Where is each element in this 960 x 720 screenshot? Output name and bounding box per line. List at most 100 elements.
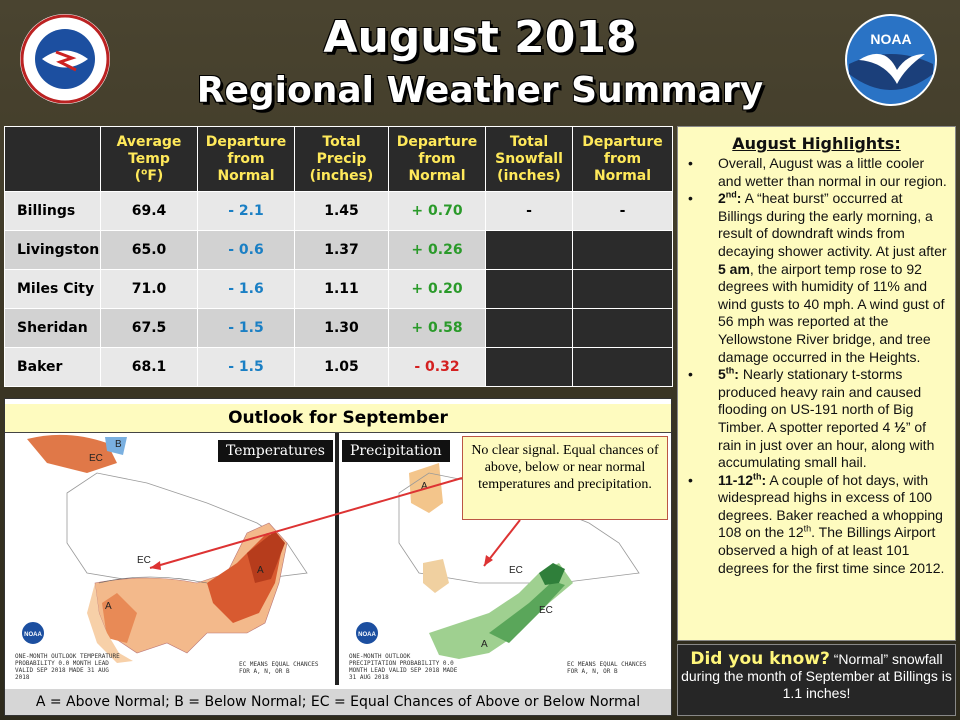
table-row: Miles City 71.0 - 1.6 1.11 + 0.20 [4, 269, 673, 309]
precip-departure-cell: + 0.20 [388, 269, 486, 309]
highlights-list: Overall, August was a little cooler and … [678, 155, 955, 577]
map-label-a: A [481, 639, 488, 650]
highlight-item: 2nd: A “heat burst” occurred at Billings… [688, 189, 947, 366]
map-label-ec: EC [137, 555, 151, 566]
map-label-b: B [115, 439, 122, 450]
snow-departure-cell [572, 269, 673, 309]
table-header-row: Average Temp (oF) Departure from Normal Tota… [4, 126, 673, 192]
table-row: Baker 68.1 - 1.5 1.05 - 0.32 [4, 347, 673, 387]
snow-departure-cell: - [572, 191, 673, 231]
snow-cell: - [485, 191, 573, 231]
snow-cell [485, 308, 573, 348]
map-ec-note: EC MEANS EQUAL CHANCES FOR A, N, OR B [567, 661, 647, 675]
header-total-precip: Total Precip (inches) [294, 126, 389, 192]
map-region [27, 434, 117, 473]
noaa-mini-logo-text: NOAA [358, 632, 376, 638]
did-you-know-label: Did you know? [690, 649, 830, 669]
map-region [539, 563, 565, 585]
precipitation-map-label: Precipitation [342, 440, 450, 462]
highlight-text: , the airport temp rose to 92 degrees wi… [718, 260, 945, 365]
noaa-logo-text: NOAA [870, 31, 911, 47]
map-ec-note-box: EC MEANS EQUAL CHANCES FOR A, N, OR B [239, 661, 319, 675]
noaa-mini-logo [20, 620, 46, 646]
did-you-know-panel: Did you know? “Normal” snowfall during t… [677, 644, 956, 716]
map-caption: ONE-MONTH OUTLOOK TEMPERATURE PROBABILIT… [15, 653, 120, 681]
header-snow-departure: Departure from Normal [572, 126, 673, 192]
highlight-fraction: ½ [894, 418, 906, 435]
highlight-date: 2 [718, 190, 726, 207]
noaa-mini-logo [354, 620, 380, 646]
highlight-text: A “heat burst” occurred at Billings duri… [718, 190, 947, 259]
snow-departure-cell [572, 347, 673, 387]
nws-logo [20, 14, 110, 104]
table-row: Billings 69.4 - 2.1 1.45 + 0.70 - - [4, 191, 673, 231]
temp-departure-cell: - 2.1 [197, 191, 295, 231]
map-region [489, 581, 565, 643]
highlight-text: Overall, August was a little cooler and … [718, 155, 947, 189]
map-border [98, 576, 208, 584]
highlight-date-suffix: th [725, 365, 735, 376]
snow-cell [485, 230, 573, 270]
precip-cell: 1.11 [294, 269, 389, 309]
map-region [87, 583, 133, 663]
city-cell: Billings [4, 191, 101, 231]
map-region [102, 593, 137, 643]
highlight-text: A couple of hot days, with widespread hi… [718, 471, 943, 541]
highlight-item: 11-12th: A couple of hot days, with wide… [688, 471, 947, 578]
precip-departure-cell: + 0.26 [388, 230, 486, 270]
highlight-date-suffix: nd [725, 189, 737, 200]
temp-departure-cell: - 1.5 [197, 308, 295, 348]
highlight-text: ” of rain in just over an hour, along wi… [718, 418, 935, 471]
outlook-callout: No clear signal. Equal chances of above,… [462, 436, 668, 520]
temperatures-map-label: Temperatures [218, 440, 333, 462]
noaa-mini-logo-text: NOAA [24, 632, 42, 638]
table-row: Livingston 65.0 - 0.6 1.37 + 0.26 [4, 230, 673, 270]
temp-departure-cell: - 0.6 [197, 230, 295, 270]
highlight-date-suffix: th [753, 471, 762, 482]
highlight-suffix: th [803, 523, 812, 534]
map-label-a: A [421, 481, 428, 492]
map-caption-box: ONE-MONTH OUTLOOK TEMPERATURE PROBABILIT… [15, 653, 120, 681]
map-region [105, 437, 127, 455]
highlight-item: 5th: Nearly stationary t-storms produced… [688, 365, 947, 472]
map-label-a: A [257, 565, 264, 576]
map-ec-note: EC MEANS EQUAL CHANCES FOR A, N, OR B [239, 661, 319, 675]
map-label-ec: EC [89, 453, 103, 464]
outlook-title: Outlook for September [5, 404, 671, 433]
highlight-time: 5 am [718, 260, 750, 277]
highlight-date: 11-12 [718, 471, 754, 488]
header-total-snowfall: Total Snowfall (inches) [485, 126, 573, 192]
map-caption: ONE-MONTH OUTLOOK PRECIPITATION PROBABIL… [349, 653, 458, 681]
precip-cell: 1.45 [294, 191, 389, 231]
map-region [429, 563, 573, 659]
page-subtitle: Regional Weather Summary [196, 70, 764, 111]
highlight-date-colon: : [734, 366, 739, 383]
page-title: August 2018 [323, 12, 637, 63]
highlights-panel: August Highlights: Overall, August was a… [677, 126, 956, 641]
precip-departure-cell: + 0.70 [388, 191, 486, 231]
temp-cell: 69.4 [100, 191, 198, 231]
temperature-outlook-map: EC B EC A A NOAA ONE-MONTH OUTLOOK TEMPE… [7, 433, 331, 685]
map-label-ec: EC [509, 565, 523, 576]
snow-departure-cell [572, 230, 673, 270]
outlook-legend: A = Above Normal; B = Below Normal; EC =… [5, 689, 671, 715]
temp-cell: 65.0 [100, 230, 198, 270]
precip-cell: 1.30 [294, 308, 389, 348]
highlight-date-colon: : [736, 190, 742, 207]
city-cell: Miles City [4, 269, 101, 309]
highlight-text: Nearly stationary t-storms produced heav… [718, 366, 922, 435]
map-label-ec: EC [539, 605, 553, 616]
header-avg-temp: Average Temp (oF) [100, 126, 198, 192]
temp-departure-cell: - 1.6 [197, 269, 295, 309]
city-cell: Sheridan [4, 308, 101, 348]
table-row: Sheridan 67.5 - 1.5 1.30 + 0.58 [4, 308, 673, 348]
highlight-date: 5 [718, 366, 726, 383]
highlight-item: Overall, August was a little cooler and … [688, 155, 947, 190]
precip-cell: 1.37 [294, 230, 389, 270]
snow-departure-cell [572, 308, 673, 348]
map-ec-note-box: EC MEANS EQUAL CHANCES FOR A, N, OR B [567, 661, 647, 675]
precip-cell: 1.05 [294, 347, 389, 387]
noaa-logo: NOAA [845, 14, 937, 106]
stats-table: Average Temp (oF) Departure from Normal Tota… [4, 126, 673, 387]
header-city [4, 126, 101, 192]
